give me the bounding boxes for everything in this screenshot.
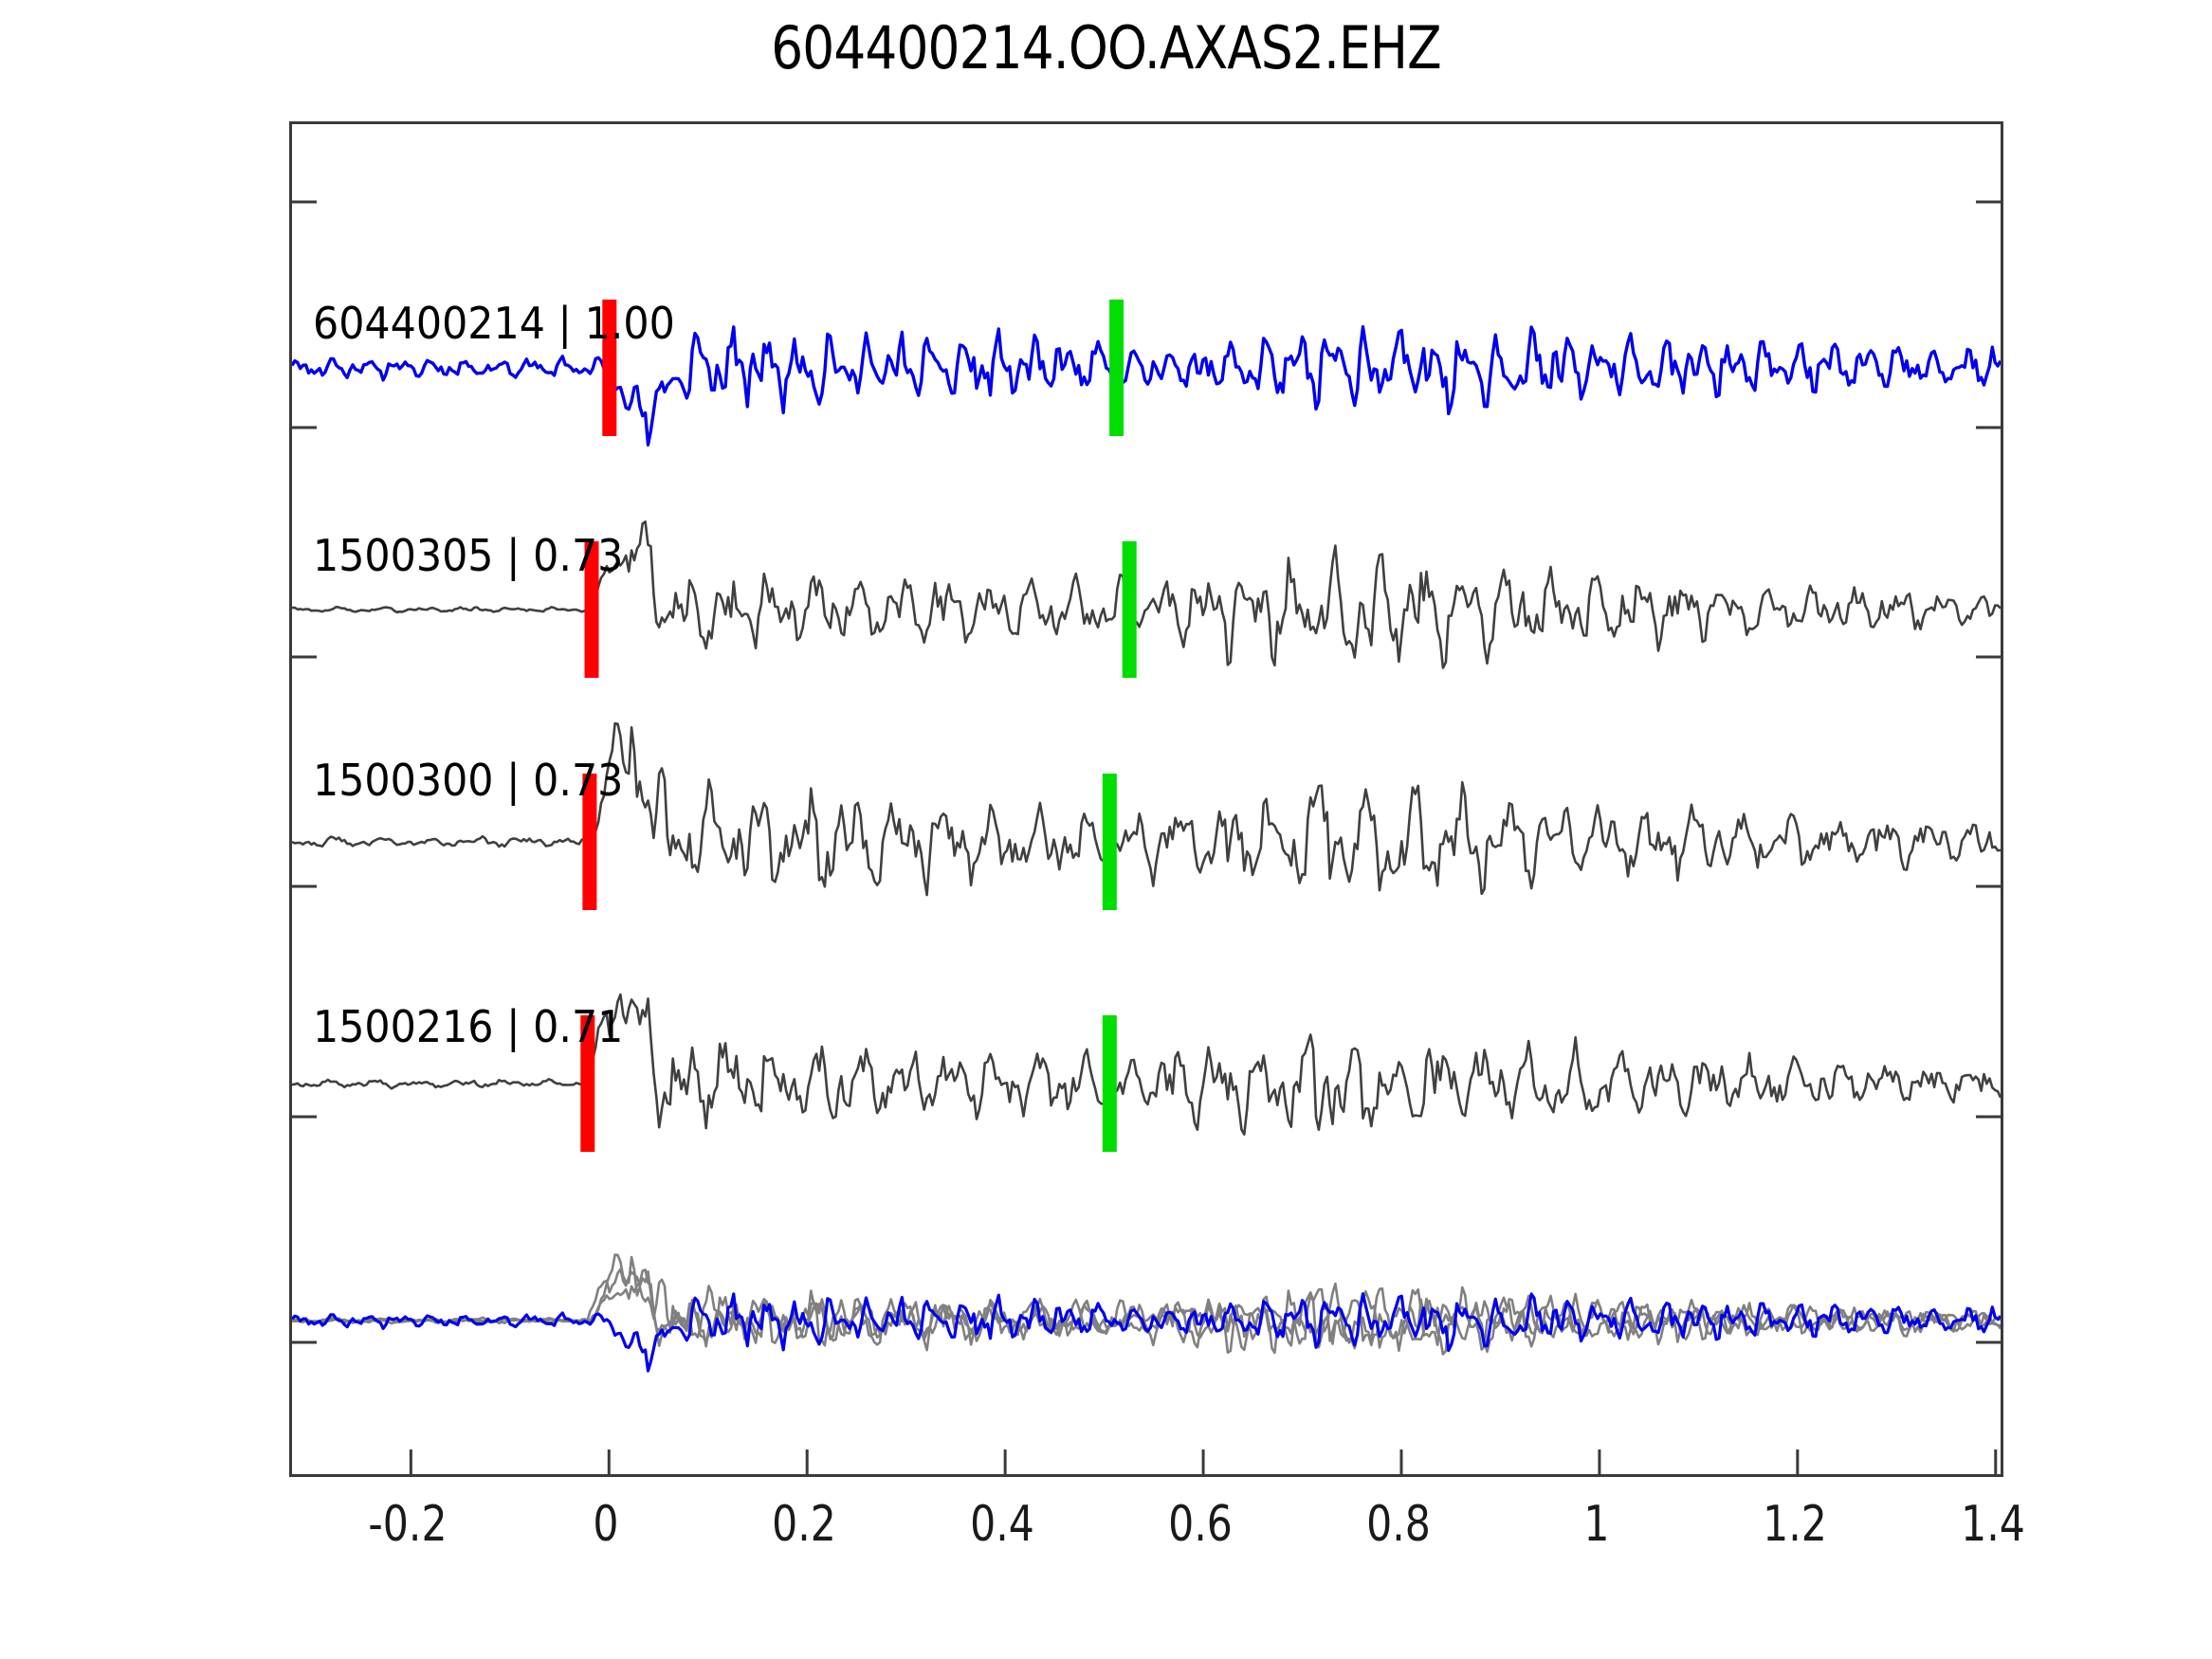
s-pick-marker-1500300 [1102, 774, 1117, 910]
trace-line-1500300 [292, 721, 2001, 897]
x-tick-label-6: 1 [1583, 1496, 1610, 1553]
stack-blue-trace [292, 1292, 2001, 1373]
trace-line-1500216 [292, 993, 2001, 1136]
y-axis-ticks-right [1976, 200, 2001, 1344]
trace-line-604400214 [292, 325, 2001, 447]
pick-markers [580, 300, 1137, 1152]
s-pick-marker-1500305 [1122, 541, 1137, 678]
x-tick-label-3: 0.4 [970, 1496, 1035, 1553]
x-tick-label-4: 0.6 [1168, 1496, 1233, 1553]
x-tick-label-1: 0 [593, 1496, 619, 1553]
page-title: 604400214.OO.AXAS2.EHZ [771, 13, 1441, 82]
trace-label-1500305: 1500305 | 0.73 [313, 530, 624, 581]
trace-lines [292, 325, 2001, 1373]
p-pick-marker-1500305 [584, 541, 599, 678]
stack-gray-trace-2 [292, 1253, 2001, 1352]
plot-area: 604400214 | 1.00 1500305 | 0.73 1500300 … [289, 121, 2003, 1477]
p-pick-marker-1500216 [580, 1015, 595, 1152]
trace-label-1500300: 1500300 | 0.73 [313, 755, 624, 806]
trace-line-1500305 [292, 520, 2001, 669]
x-tick-label-2: 0.2 [772, 1496, 837, 1553]
x-tick-label-7: 1.2 [1762, 1496, 1827, 1553]
waveform-canvas [292, 200, 2001, 1474]
trace-label-1500216: 1500216 | 0.71 [313, 1001, 624, 1052]
x-tick-label-8: 1.4 [1960, 1496, 2025, 1553]
y-axis-ticks [292, 200, 317, 1344]
s-pick-marker-1500216 [1102, 1015, 1117, 1152]
trace-label-604400214: 604400214 | 1.00 [313, 298, 675, 349]
stack-gray-trace-1 [292, 1268, 2001, 1356]
p-pick-marker-1500300 [582, 774, 597, 910]
p-pick-marker-604400214 [602, 300, 617, 436]
s-pick-marker-604400214 [1109, 300, 1124, 436]
x-tick-label-5: 0.8 [1366, 1496, 1431, 1553]
x-tick-label-0: -0.2 [368, 1496, 448, 1553]
